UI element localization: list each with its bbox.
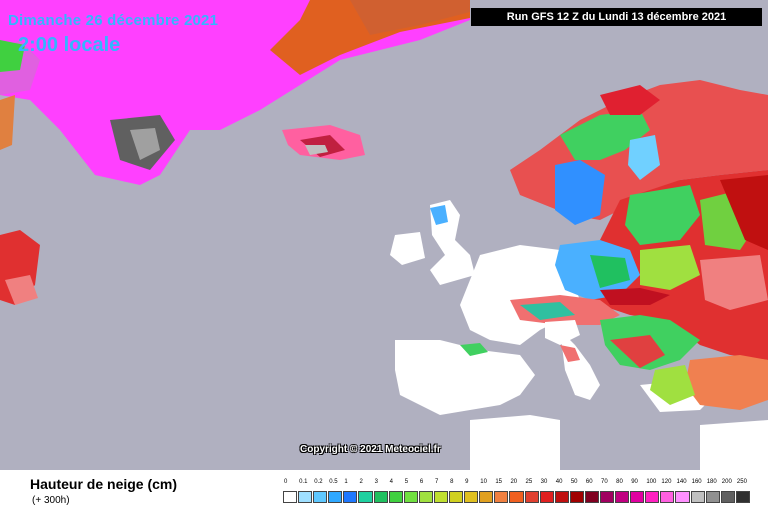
- legend-level-label: 1: [344, 479, 348, 485]
- legend-level-label: 200: [721, 479, 732, 485]
- legend-level-label: 70: [601, 479, 608, 485]
- copyright-notice: Copyright © 2021 Meteociel.fr: [300, 444, 441, 455]
- legend-swatch: [615, 491, 630, 503]
- legend-level-label: 4: [389, 479, 394, 485]
- legend-color-scale: [283, 491, 751, 503]
- snow-depth-map: [0, 0, 768, 470]
- legend-level-label: 90: [631, 479, 638, 485]
- legend-level-label: 160: [691, 479, 702, 485]
- legend-level-label: 2: [359, 479, 363, 485]
- legend-swatch: [494, 491, 509, 503]
- legend-panel: Hauteur de neige (cm) (+ 300h) 0 0.1 0.2 0.…: [0, 470, 768, 512]
- legend-swatch: [645, 491, 660, 503]
- legend-level-labels: 0 0.1 0.2 0.5 1 2 3 4 5 6 7 8 9 10 15 20 25 30 40 50 60 70 80 9…: [283, 479, 751, 488]
- legend-level-label: 100: [646, 479, 657, 485]
- legend-swatch: [599, 491, 615, 503]
- legend-level-label: 180: [706, 479, 717, 485]
- legend-swatch: [403, 491, 418, 503]
- legend-level-label: 0.1: [299, 479, 308, 485]
- west-landmass: [0, 95, 40, 305]
- legend-swatch: [584, 491, 599, 503]
- legend-swatch: [539, 491, 554, 503]
- model-run-label: Run GFS 12 Z du Lundi 13 décembre 2021: [471, 8, 762, 26]
- iceland: [282, 125, 365, 160]
- greenland: [0, 0, 470, 185]
- legend-swatch: [313, 491, 328, 503]
- legend-swatch: [464, 491, 479, 503]
- legend-swatch: [509, 491, 524, 503]
- eastern-europe: [580, 170, 768, 360]
- legend-swatch: [630, 491, 645, 503]
- scandinavia: [510, 80, 768, 225]
- legend-swatch: [735, 491, 750, 503]
- legend-level-label: 60: [585, 479, 593, 485]
- legend-swatch: [660, 491, 675, 503]
- british-isles: [390, 200, 475, 285]
- mountain-snow: [460, 320, 580, 362]
- legend-swatch: [479, 491, 494, 503]
- legend-level-label: 10: [480, 479, 487, 485]
- legend-level-label: 0: [284, 479, 288, 485]
- legend-swatch: [690, 491, 705, 503]
- legend-swatch: [449, 491, 464, 503]
- legend-level-label: 3: [374, 479, 378, 485]
- legend-level-label: 40: [555, 479, 563, 485]
- legend-swatch: [283, 491, 298, 503]
- legend-swatch: [554, 491, 569, 503]
- legend-swatch: [358, 491, 373, 503]
- legend-level-label: 250: [736, 479, 747, 485]
- legend-swatch: [705, 491, 720, 503]
- central-europe: [510, 240, 768, 410]
- legend-swatch: [569, 491, 584, 503]
- legend-level-label: 30: [540, 479, 548, 485]
- legend-level-label: 0.5: [329, 479, 338, 485]
- legend-swatch: [298, 491, 313, 503]
- legend-level-label: 80: [616, 479, 623, 485]
- legend-level-label: 8: [450, 479, 454, 485]
- legend-swatch: [418, 491, 433, 503]
- legend-level-label: 15: [495, 479, 503, 485]
- forecast-local-time: 2:00 locale: [18, 34, 121, 56]
- legend-swatch: [373, 491, 388, 503]
- legend-level-label: 120: [661, 479, 672, 485]
- legend-level-label: 6: [419, 479, 424, 485]
- forecast-date: Dimanche 26 décembre 2021: [8, 12, 219, 29]
- legend-subtitle: (+ 300h): [32, 495, 70, 506]
- legend-swatch: [328, 491, 343, 503]
- legend-level-label: 50: [570, 479, 578, 485]
- legend-level-label: 9: [465, 479, 469, 485]
- legend-swatch: [343, 491, 358, 503]
- legend-swatch: [388, 491, 403, 503]
- legend-swatch: [675, 491, 690, 503]
- legend-level-label: 5: [404, 479, 409, 485]
- legend-level-label: 20: [510, 479, 518, 485]
- legend-swatch: [524, 491, 539, 503]
- legend-swatch: [433, 491, 449, 503]
- legend-swatch: [720, 491, 735, 503]
- legend-level-label: 140: [676, 479, 687, 485]
- legend-level-label: 25: [525, 479, 533, 485]
- legend-level-label: 7: [434, 479, 439, 485]
- legend-level-label: 0.2: [314, 479, 323, 485]
- legend-title: Hauteur de neige (cm): [30, 476, 178, 492]
